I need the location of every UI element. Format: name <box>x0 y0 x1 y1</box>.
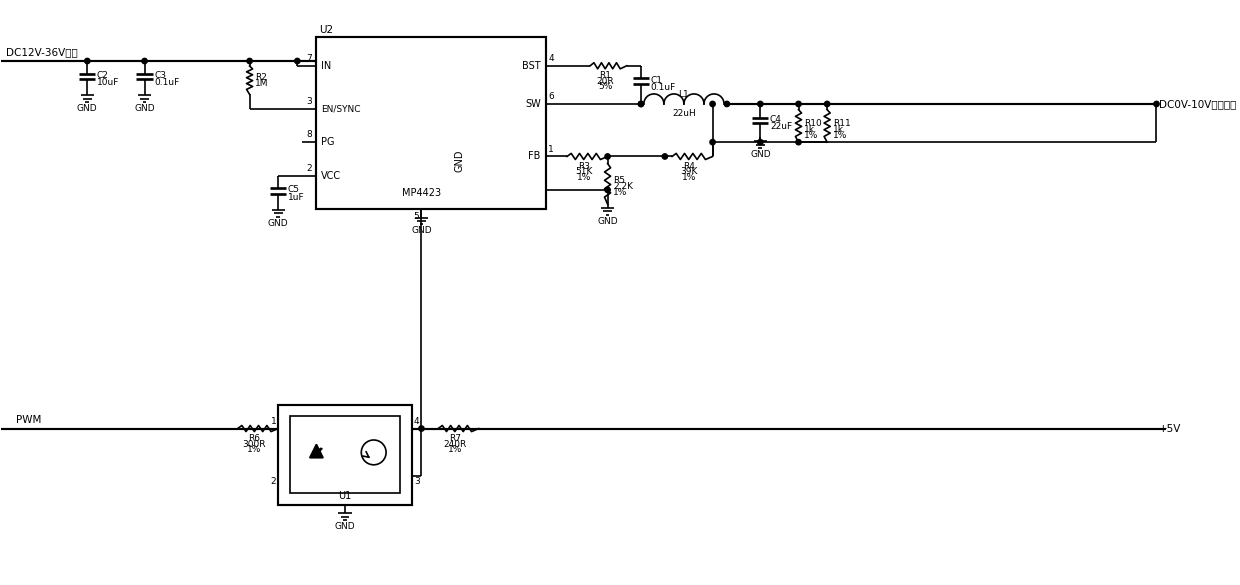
Text: 1k: 1k <box>805 125 815 134</box>
Text: U1: U1 <box>339 491 352 501</box>
Text: BST: BST <box>522 61 541 71</box>
Text: 10uF: 10uF <box>97 78 119 87</box>
Text: GND: GND <box>134 104 155 113</box>
Circle shape <box>711 101 715 106</box>
Circle shape <box>419 426 424 431</box>
Text: 1%: 1% <box>805 131 818 140</box>
Text: DC0V-10V电压输出: DC0V-10V电压输出 <box>1159 99 1236 109</box>
Text: PWM: PWM <box>16 415 41 425</box>
Text: C5: C5 <box>288 185 300 194</box>
Text: R6: R6 <box>248 434 260 443</box>
Text: R10: R10 <box>805 119 822 128</box>
Bar <box>316 37 546 209</box>
Text: C3: C3 <box>154 71 166 80</box>
Circle shape <box>758 139 763 145</box>
Circle shape <box>639 101 644 106</box>
Text: 1%: 1% <box>448 445 463 454</box>
Circle shape <box>84 58 91 64</box>
Circle shape <box>796 139 801 145</box>
Text: L1: L1 <box>678 90 689 99</box>
Text: SW: SW <box>525 99 541 109</box>
Circle shape <box>639 101 644 106</box>
Text: +5V: +5V <box>1159 424 1182 433</box>
Text: 51K: 51K <box>575 167 593 177</box>
Text: R2: R2 <box>255 73 267 82</box>
Polygon shape <box>310 445 324 457</box>
Circle shape <box>662 154 667 159</box>
Circle shape <box>825 101 830 106</box>
Text: 5%: 5% <box>598 82 613 91</box>
Text: R5: R5 <box>614 176 625 185</box>
Circle shape <box>711 139 715 145</box>
Text: DC12V-36V输入: DC12V-36V输入 <box>6 47 78 57</box>
Text: 240R: 240R <box>443 439 466 449</box>
Text: 5: 5 <box>413 212 419 221</box>
Text: 2.2K: 2.2K <box>614 182 634 191</box>
Text: 4: 4 <box>548 54 554 63</box>
Text: 1%: 1% <box>614 188 627 197</box>
Text: 39K: 39K <box>680 167 697 177</box>
Text: GND: GND <box>335 522 356 531</box>
Text: 1uF: 1uF <box>288 192 304 202</box>
Text: C1: C1 <box>651 75 662 85</box>
Text: C4: C4 <box>770 115 781 124</box>
Text: 0.1uF: 0.1uF <box>651 82 676 92</box>
Text: 22uH: 22uH <box>672 109 696 118</box>
Circle shape <box>295 58 300 64</box>
Text: GND: GND <box>455 150 465 173</box>
Circle shape <box>247 58 252 64</box>
Text: 1%: 1% <box>577 173 591 182</box>
Text: R1: R1 <box>599 71 611 80</box>
Text: 3: 3 <box>414 477 419 486</box>
Text: U2: U2 <box>319 25 334 35</box>
Text: GND: GND <box>412 226 432 235</box>
Text: 0.1uF: 0.1uF <box>154 78 180 87</box>
Circle shape <box>605 187 610 192</box>
Bar <box>290 416 401 494</box>
Text: 1: 1 <box>548 144 554 154</box>
Circle shape <box>796 101 801 106</box>
Text: PG: PG <box>321 137 335 147</box>
Circle shape <box>605 154 610 159</box>
Text: 2: 2 <box>306 164 311 173</box>
Text: GND: GND <box>750 150 770 159</box>
Bar <box>278 405 412 505</box>
Text: 1%: 1% <box>682 173 696 182</box>
Text: 1M: 1M <box>255 80 269 88</box>
Circle shape <box>724 101 729 106</box>
Circle shape <box>1153 101 1159 106</box>
Text: 6: 6 <box>548 92 554 101</box>
Text: 1%: 1% <box>833 131 847 140</box>
Text: 1k: 1k <box>833 125 844 134</box>
Text: IN: IN <box>321 61 331 71</box>
Text: R4: R4 <box>683 161 694 171</box>
Circle shape <box>758 101 763 106</box>
Text: 300R: 300R <box>243 439 267 449</box>
Text: EN/SYNC: EN/SYNC <box>321 104 361 113</box>
Text: 8: 8 <box>306 130 311 139</box>
Text: 3: 3 <box>306 97 311 106</box>
Text: 22uF: 22uF <box>770 122 792 132</box>
Text: GND: GND <box>598 216 618 226</box>
Text: MP4423: MP4423 <box>402 188 441 198</box>
Text: 1: 1 <box>270 417 277 426</box>
Text: GND: GND <box>77 104 98 113</box>
Text: C2: C2 <box>97 71 109 80</box>
Text: R3: R3 <box>578 161 590 171</box>
Circle shape <box>141 58 148 64</box>
Text: 4: 4 <box>414 417 419 426</box>
Text: 20R: 20R <box>596 77 614 86</box>
Text: GND: GND <box>268 219 289 228</box>
Text: 7: 7 <box>306 54 311 63</box>
Text: 2: 2 <box>270 477 277 486</box>
Text: 1%: 1% <box>247 445 262 454</box>
Text: VCC: VCC <box>321 171 341 181</box>
Text: FB: FB <box>528 152 541 161</box>
Text: R11: R11 <box>833 119 851 128</box>
Text: R7: R7 <box>449 434 461 443</box>
